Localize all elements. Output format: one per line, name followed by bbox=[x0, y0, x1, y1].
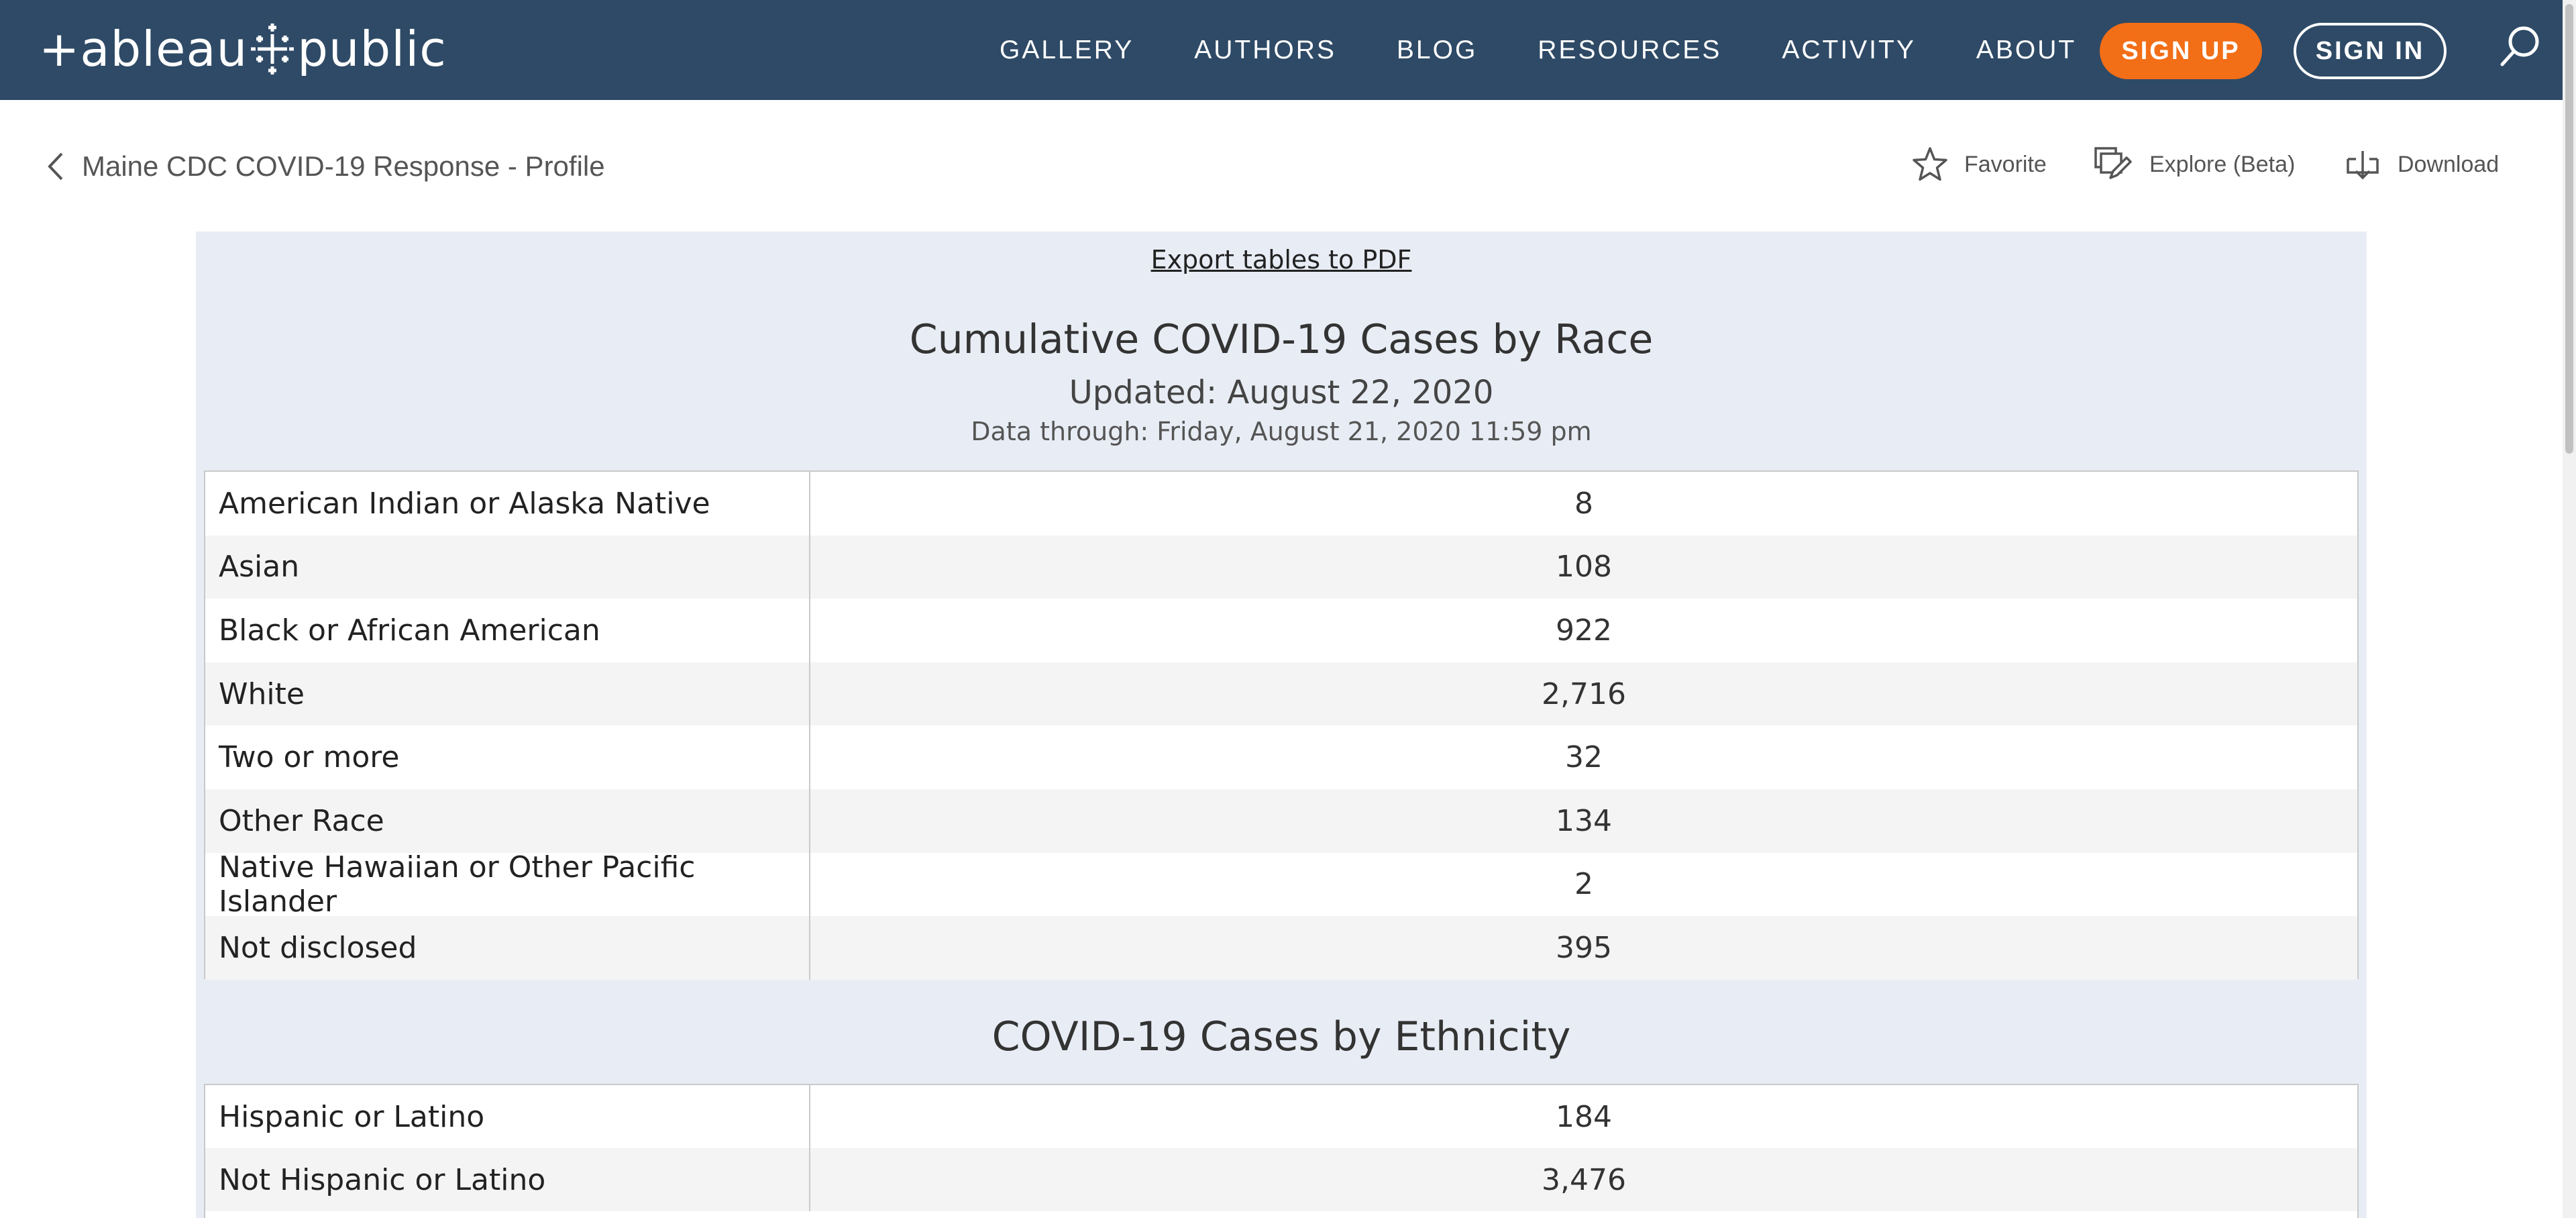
ethnicity-cases-table: Hispanic or Latino 184 Not Hispanic or L… bbox=[204, 1084, 2359, 1218]
sign-in-button[interactable]: SIGN IN bbox=[2294, 23, 2447, 79]
nav-authors[interactable]: AUTHORS bbox=[1194, 35, 1336, 64]
download-label: Download bbox=[2398, 151, 2500, 177]
table-row[interactable]: Asian 108 bbox=[205, 535, 2357, 599]
export-tables-to-pdf-link[interactable]: Export tables to PDF bbox=[1150, 245, 1412, 274]
table-row[interactable]: Two or more 32 bbox=[205, 725, 2357, 789]
data-through-date: Data through: Friday, August 21, 2020 11… bbox=[971, 417, 1592, 446]
download-icon bbox=[2347, 151, 2379, 180]
tableau-cross-icon bbox=[251, 23, 294, 74]
tableau-public-logo[interactable]: +ableau public bbox=[39, 19, 447, 79]
row-value: 395 bbox=[1556, 930, 1612, 965]
nav-resources[interactable]: RESOURCES bbox=[1538, 35, 1722, 64]
star-icon bbox=[1913, 147, 1947, 181]
row-value: 32 bbox=[1565, 740, 1603, 775]
row-value: 108 bbox=[1556, 550, 1612, 585]
nav-gallery[interactable]: GALLERY bbox=[1000, 35, 1134, 64]
row-value: 3,476 bbox=[1542, 1162, 1626, 1197]
explore-label: Explore (Beta) bbox=[2149, 151, 2296, 177]
row-label: Other Race bbox=[205, 789, 810, 853]
row-value: 184 bbox=[1556, 1099, 1612, 1134]
race-cases-table: American Indian or Alaska Native 8 Asian… bbox=[204, 470, 2359, 980]
row-label: Two or more bbox=[205, 725, 810, 789]
table-row[interactable]: Not disclosed 395 bbox=[205, 916, 2357, 980]
row-value: 922 bbox=[1556, 613, 1612, 648]
row-label: White bbox=[205, 662, 810, 726]
scrollbar-thumb[interactable] bbox=[2565, 4, 2573, 454]
row-label: Not Hispanic or Latino bbox=[205, 1148, 810, 1211]
export-pdf-link-row: Export tables to PDF bbox=[196, 245, 2367, 274]
nav-blog[interactable]: BLOG bbox=[1396, 35, 1478, 64]
search-icon[interactable] bbox=[2497, 23, 2544, 70]
row-value: 2 bbox=[1574, 867, 1593, 902]
row-value: 134 bbox=[1556, 803, 1612, 838]
row-value: 8 bbox=[1574, 486, 1593, 521]
row-label: Asian bbox=[205, 535, 810, 599]
chevron-left-icon bbox=[48, 152, 63, 181]
row-label: Black or African American bbox=[205, 599, 810, 662]
explore-beta-button[interactable]: Explore (Beta) bbox=[2093, 142, 2295, 187]
main-nav-links: GALLERY AUTHORS BLOG RESOURCES ACTIVITY … bbox=[1000, 0, 2137, 100]
favorite-label: Favorite bbox=[1964, 151, 2047, 177]
table-row[interactable]: Other Race 134 bbox=[205, 789, 2357, 853]
row-label: Not disclosed bbox=[205, 916, 810, 980]
table-row[interactable]: White 2,716 bbox=[205, 662, 2357, 726]
row-label: American Indian or Alaska Native bbox=[205, 472, 810, 536]
logo-text-left: +ableau bbox=[39, 21, 248, 77]
row-label: Hispanic or Latino bbox=[205, 1085, 810, 1148]
table-row[interactable]: Native Hawaiian or Other Pacific Islande… bbox=[205, 850, 2357, 919]
explore-edit-icon bbox=[2094, 147, 2132, 179]
ethnicity-table-title: COVID-19 Cases by Ethnicity bbox=[991, 1013, 1571, 1060]
nav-activity[interactable]: ACTIVITY bbox=[1782, 35, 1916, 64]
table-row[interactable]: Not Hispanic or Latino 3,476 bbox=[205, 1148, 2357, 1211]
favorite-button[interactable]: Favorite bbox=[1912, 142, 2047, 187]
tableau-dashboard: Export tables to PDF Cumulative COVID-19… bbox=[196, 232, 2367, 1218]
nav-about[interactable]: ABOUT bbox=[1976, 35, 2077, 64]
back-link-label: Maine CDC COVID-19 Response - Profile bbox=[82, 150, 605, 182]
logo-text-right: public bbox=[297, 21, 447, 77]
top-navigation-bar: +ableau public GALLERY AUTHORS BLOG RESO… bbox=[0, 0, 2563, 100]
row-label: Native Hawaiian or Other Pacific Islande… bbox=[205, 850, 810, 919]
race-table-title: Cumulative COVID-19 Cases by Race bbox=[909, 316, 1654, 363]
table-row[interactable]: American Indian or Alaska Native 8 bbox=[205, 472, 2357, 536]
sign-up-button[interactable]: SIGN UP bbox=[2100, 23, 2262, 79]
row-value: 2,716 bbox=[1542, 676, 1626, 711]
table-row[interactable]: Black or African American 922 bbox=[205, 599, 2357, 662]
table-row[interactable]: Hispanic or Latino 184 bbox=[205, 1085, 2357, 1148]
back-to-profile-link[interactable]: Maine CDC COVID-19 Response - Profile bbox=[47, 146, 605, 187]
download-button[interactable]: Download bbox=[2344, 142, 2499, 187]
updated-date: Updated: August 22, 2020 bbox=[1069, 374, 1494, 411]
